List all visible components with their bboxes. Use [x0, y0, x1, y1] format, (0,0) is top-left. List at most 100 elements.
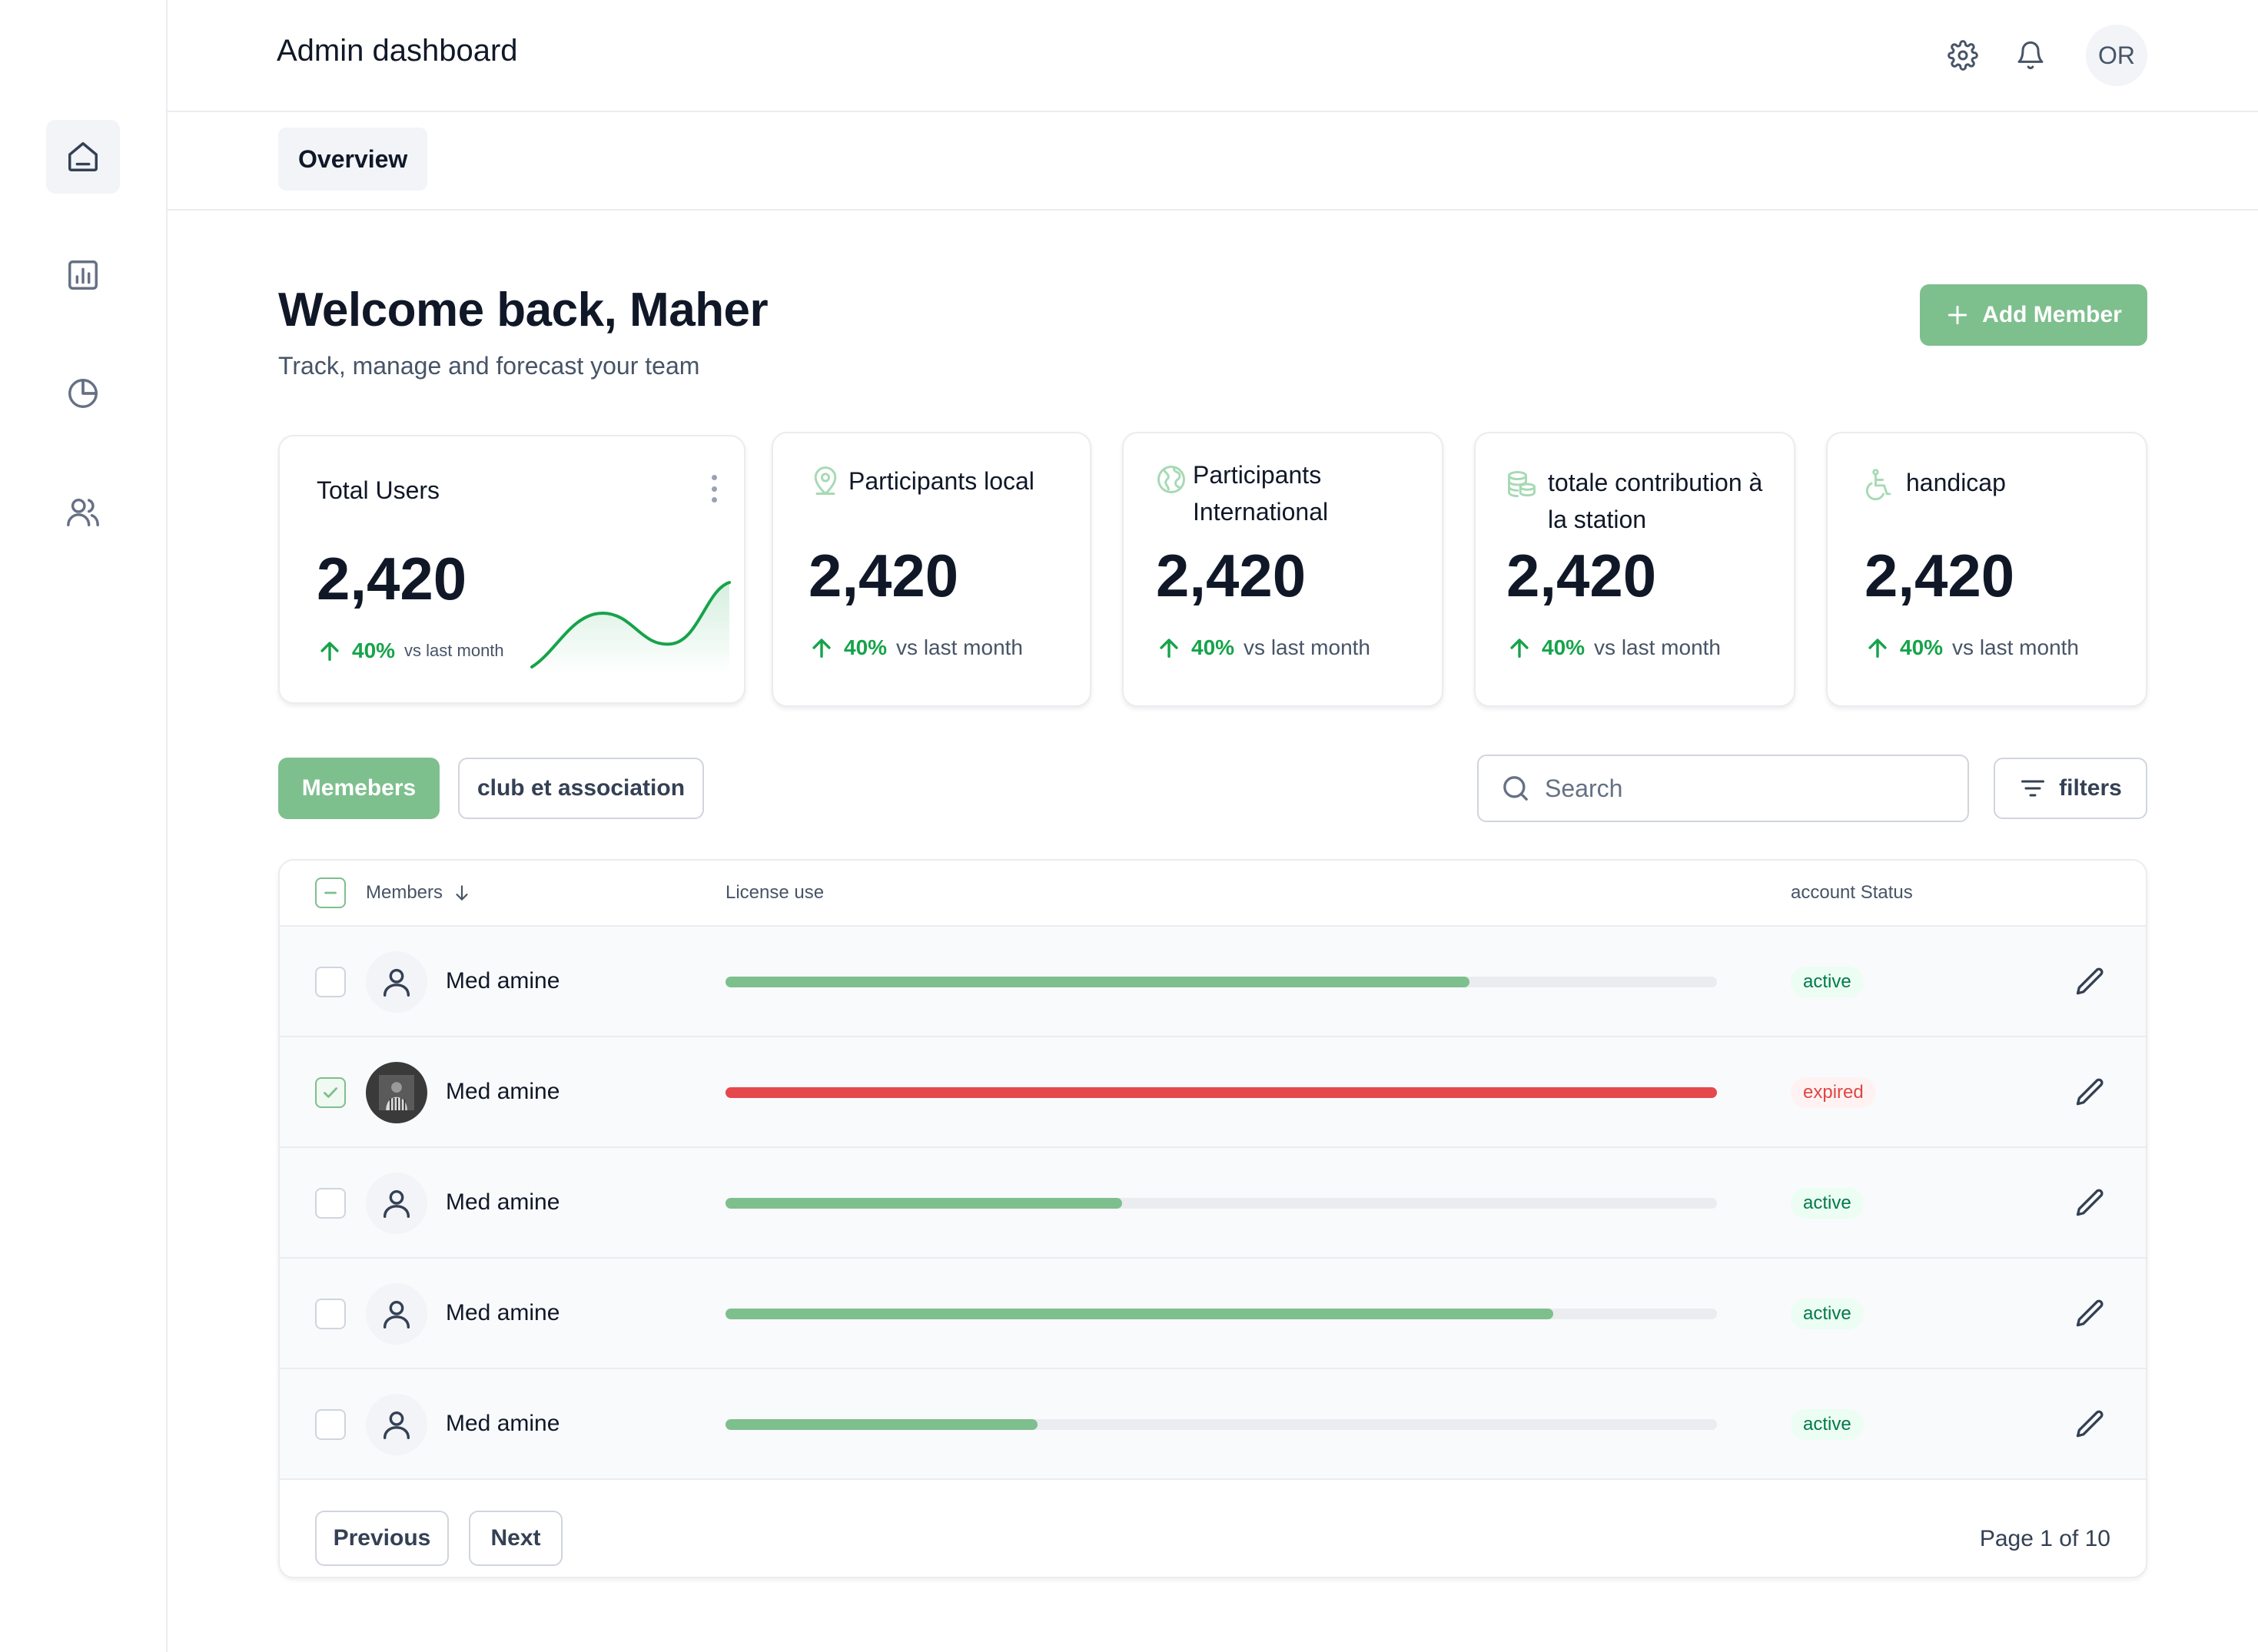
tab-members[interactable]: Memebers	[278, 758, 440, 819]
table-row[interactable]: Med amine active	[280, 1369, 2146, 1480]
license-bar	[726, 977, 1717, 987]
stat-card-participants-local: Participants local 2,420 40% vs last mon…	[772, 432, 1091, 707]
license-bar-fill	[726, 1309, 1554, 1319]
stat-card-trend: 40% vs last month	[1865, 635, 2079, 661]
avatar	[366, 951, 427, 1013]
avatar	[366, 1394, 427, 1455]
add-member-button[interactable]: Add Member	[1920, 284, 2147, 346]
member-name: Med amine	[446, 1300, 560, 1325]
stat-card-total-users: Total Users 2,420 40% vs last month	[278, 435, 745, 704]
plus-icon	[1948, 305, 1967, 325]
trend-period: vs last month	[1952, 635, 2079, 659]
license-bar	[726, 1419, 1717, 1430]
member-name: Med amine	[446, 1411, 560, 1436]
stat-card-title: totale contribution à la station	[1548, 469, 1763, 533]
avatar	[366, 1283, 427, 1345]
table-row[interactable]: Med amine expired	[280, 1037, 2146, 1148]
stat-card-title: Participants local	[848, 467, 1034, 495]
sidebar-item-users[interactable]	[46, 475, 120, 549]
coins-icon	[1508, 470, 1536, 498]
stat-card-trend: 40% vs last month	[1506, 635, 1721, 661]
stat-card-trend: 40% vs last month	[1156, 635, 1370, 661]
tab-club-association[interactable]: club et association	[458, 758, 704, 819]
table-row[interactable]: Med amine active	[280, 927, 2146, 1037]
settings-button[interactable]	[1943, 35, 1983, 75]
filter-lines-icon	[2021, 780, 2045, 797]
stat-card-title: Participants International	[1193, 461, 1329, 526]
row-checkbox[interactable]	[315, 1077, 346, 1108]
row-checkbox[interactable]	[315, 1188, 346, 1219]
trend-period: vs last month	[1594, 635, 1721, 659]
arrow-up-icon	[320, 642, 339, 662]
globe-icon	[1157, 466, 1185, 493]
tab-overview[interactable]: Overview	[278, 128, 428, 191]
next-button[interactable]: Next	[469, 1511, 563, 1566]
trend-period: vs last month	[1244, 635, 1370, 659]
member-name: Med amine	[446, 1189, 560, 1215]
tab-bar: Overview	[168, 112, 2258, 211]
column-members[interactable]: Members	[366, 882, 472, 904]
search-input[interactable]	[1545, 774, 1944, 803]
add-member-label: Add Member	[1982, 302, 2122, 327]
license-bar-fill	[726, 1087, 1717, 1098]
edit-pencil-icon[interactable]	[2074, 965, 2107, 999]
row-checkbox[interactable]	[315, 967, 346, 997]
members-table: Members License use account Status Med a…	[278, 859, 2147, 1578]
trend-percent: 40%	[1542, 635, 1586, 659]
search-icon	[1503, 776, 1528, 801]
sparkline-chart	[530, 581, 731, 675]
avatar-photo	[366, 1062, 427, 1123]
stat-card-trend: 40% vs last month	[317, 638, 504, 664]
pie-chart-icon	[68, 379, 98, 408]
user-icon	[383, 1189, 410, 1218]
column-account-status: account Status	[1791, 882, 1913, 903]
status-badge: active	[1791, 1299, 1864, 1329]
table-row[interactable]: Med amine active	[280, 1148, 2146, 1259]
sidebar-item-home[interactable]	[46, 120, 120, 194]
sidebar-item-analytics[interactable]	[46, 357, 120, 430]
stat-card-title: Total Users	[317, 476, 440, 504]
minus-icon	[324, 891, 337, 894]
filters-label: filters	[2059, 775, 2122, 801]
row-checkbox[interactable]	[315, 1299, 346, 1329]
status-badge: active	[1791, 1188, 1864, 1219]
avatar	[366, 1173, 427, 1234]
row-checkbox[interactable]	[315, 1409, 346, 1440]
edit-pencil-icon[interactable]	[2074, 1186, 2107, 1220]
pagination: Previous Next Page 1 of 10	[280, 1480, 2146, 1577]
bell-icon	[2017, 41, 2044, 70]
license-bar	[726, 1087, 1717, 1098]
member-name: Med amine	[446, 1079, 560, 1104]
check-icon	[324, 1087, 337, 1098]
stat-card-value: 2,420	[1865, 542, 2015, 609]
filters-button[interactable]: filters	[1994, 758, 2147, 819]
user-avatar[interactable]: OR	[2086, 25, 2147, 86]
edit-pencil-icon[interactable]	[2074, 1076, 2107, 1110]
arrow-down-icon	[456, 885, 468, 901]
edit-pencil-icon[interactable]	[2074, 1297, 2107, 1331]
welcome-subtitle: Track, manage and forecast your team	[278, 352, 700, 380]
sidebar-item-reports[interactable]	[46, 238, 120, 312]
user-icon	[383, 1300, 410, 1329]
column-members-label: Members	[366, 882, 443, 903]
member-name: Med amine	[446, 968, 560, 994]
edit-pencil-icon[interactable]	[2074, 1408, 2107, 1441]
users-icon	[67, 498, 99, 526]
more-vertical-icon[interactable]	[710, 475, 718, 503]
previous-button[interactable]: Previous	[315, 1511, 449, 1566]
status-badge: expired	[1791, 1077, 1876, 1108]
trend-percent: 40%	[1900, 635, 1944, 659]
welcome-heading: Welcome back, Maher	[278, 284, 769, 337]
map-pin-icon	[814, 466, 837, 495]
select-all-checkbox[interactable]	[315, 877, 346, 908]
stat-card-value: 2,420	[317, 545, 467, 612]
trend-percent: 40%	[352, 639, 396, 662]
license-bar-fill	[726, 1198, 1122, 1209]
status-badge: active	[1791, 967, 1864, 997]
trend-period: vs last month	[896, 635, 1023, 659]
license-bar	[726, 1309, 1717, 1319]
notifications-button[interactable]	[2011, 35, 2050, 75]
stat-card-value: 2,420	[1156, 542, 1307, 609]
stat-card-title: handicap	[1906, 469, 2006, 496]
table-row[interactable]: Med amine active	[280, 1259, 2146, 1369]
